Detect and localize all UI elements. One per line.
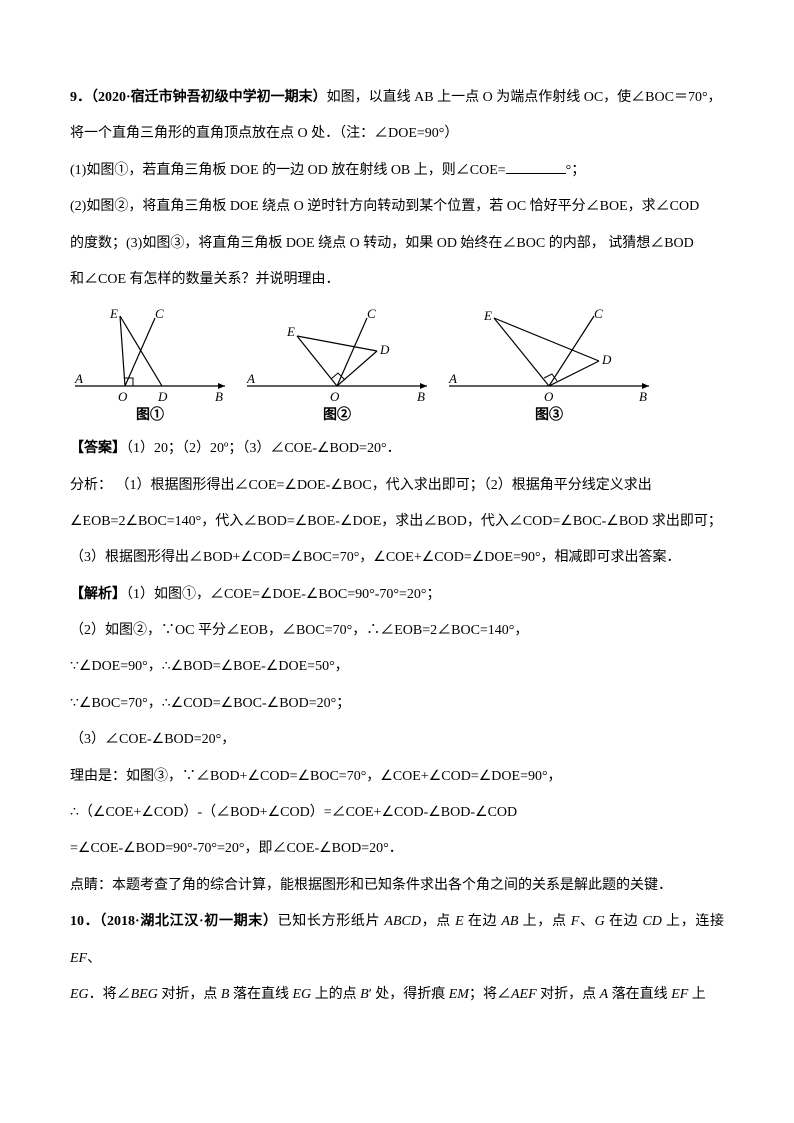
- figure-2-svg: A B O C E D: [242, 306, 432, 406]
- svg-text:D: D: [157, 389, 168, 404]
- q9-stem1: 如图，以直线 AB 上一点 O 为端点作射线 OC，使∠BOC＝70°，: [327, 90, 722, 105]
- q9-part1-line: (1)如图①，若直角三角板 DOE 的一边 OD 放在射线 OB 上，则∠COE…: [70, 153, 724, 189]
- svg-text:E: E: [109, 306, 118, 321]
- svg-text:C: C: [594, 306, 603, 321]
- svg-text:E: E: [286, 324, 295, 339]
- svg-text:E: E: [483, 308, 492, 323]
- blank-answer: [506, 159, 566, 174]
- svg-text:A: A: [74, 371, 83, 386]
- d6: 理由是：如图③，∵∠BOD+∠COD=∠BOC=70°，∠COE+∠COD=∠D…: [70, 759, 724, 795]
- page: { "q9": { "header": "9．（2020·宿迁市钟吾初级中学初一…: [0, 0, 794, 1123]
- q9-analysis2: ∠EOB=2∠BOC=140°，代入∠BOD=∠BOE-∠DOE，求出∠BOD，…: [70, 504, 724, 540]
- svg-text:O: O: [544, 389, 554, 404]
- svg-text:O: O: [330, 389, 340, 404]
- q9-stem2: 将一个直角三角形的直角顶点放在点 O 处．（注：∠DOE=90°）: [70, 116, 724, 152]
- q9-analysis3: （3）根据图形得出∠BOD+∠COD=∠BOC=70°，∠COE+∠COD=∠D…: [70, 540, 724, 576]
- tip: 点睛：本题考查了角的综合计算，能根据图形和已知条件求出各个角之间的关系是解此题的…: [70, 868, 724, 904]
- q10-number: 10．（2018·湖北江汉·初一期末）: [70, 914, 278, 929]
- q9-part2: (2)如图②，将直角三角板 DOE 绕点 O 逆时针方向转动到某个位置，若 OC…: [70, 189, 724, 225]
- svg-text:B: B: [417, 389, 425, 404]
- q9-answer-line: 【答案】（1）20；（2）20º；（3）∠COE-∠BOD=20°．: [70, 431, 724, 467]
- svg-text:D: D: [601, 352, 612, 367]
- svg-text:C: C: [155, 306, 164, 321]
- figure-1-wrap: A B O D C E 图①: [70, 306, 230, 425]
- figure-3-label: 图③: [535, 408, 563, 425]
- q9-part1-suffix: °；: [566, 163, 586, 178]
- svg-text:B: B: [215, 389, 223, 404]
- d5: （3）∠COE-∠BOD=20°，: [70, 722, 724, 758]
- answer-text: （1）20；（2）20º；（3）∠COE-∠BOD=20°．: [126, 441, 401, 456]
- d4: ∵∠BOC=70°，∴∠COD=∠BOC-∠BOD=20°；: [70, 686, 724, 722]
- d1: （1）如图①，∠COE=∠DOE-∠BOC=90°-70°=20°；: [126, 587, 440, 602]
- svg-text:C: C: [367, 306, 376, 321]
- svg-text:A: A: [246, 371, 255, 386]
- figures-row: A B O D C E 图① A B O: [70, 306, 724, 425]
- answer-label: 【答案】: [70, 441, 126, 456]
- q9-number: 9．（2020·宿迁市钟吾初级中学初一期末）: [70, 90, 327, 105]
- q10-line1: 10．（2018·湖北江汉·初一期末）已知长方形纸片 ABCD，点 E 在边 A…: [70, 904, 724, 977]
- figure-3-svg: A B O C E D: [444, 306, 654, 406]
- d3: ∵∠DOE=90°，∴∠BOD=∠BOE-∠DOE=50°，: [70, 649, 724, 685]
- d7: ∴（∠COE+∠COD）-（∠BOD+∠COD）=∠COE+∠COD-∠BOD-…: [70, 795, 724, 831]
- q9-part1: (1)如图①，若直角三角板 DOE 的一边 OD 放在射线 OB 上，则∠COE…: [70, 163, 506, 178]
- d2: （2）如图②，∵OC 平分∠EOB，∠BOC=70°，∴∠EOB=2∠BOC=1…: [70, 613, 724, 649]
- figure-2-wrap: A B O C E D 图②: [242, 306, 432, 425]
- figure-3-wrap: A B O C E D 图③: [444, 306, 654, 425]
- svg-text:A: A: [448, 371, 457, 386]
- figure-2-label: 图②: [323, 408, 351, 425]
- d8: =∠COE-∠BOD=90°-70°=20°，即∠COE-∠BOD=20°．: [70, 831, 724, 867]
- q9-part2c: 和∠COE 有怎样的数量关系？并说明理由．: [70, 262, 724, 298]
- q9-analysis1: 分析： （1）根据图形得出∠COE=∠DOE-∠BOC，代入求出即可；（2）根据…: [70, 468, 724, 504]
- q9-detail1-line: 【解析】（1）如图①，∠COE=∠DOE-∠BOC=90°-70°=20°；: [70, 577, 724, 613]
- figure-1-svg: A B O D C E: [70, 306, 230, 406]
- svg-text:O: O: [118, 389, 128, 404]
- figure-1-label: 图①: [136, 408, 164, 425]
- svg-text:D: D: [379, 342, 390, 357]
- q10-line2: EG．将∠BEG 对折，点 B 落在直线 EG 上的点 B′ 处，得折痕 EM；…: [70, 977, 724, 1013]
- q9-part2b: 的度数；(3)如图③，将直角三角板 DOE 绕点 O 转动，如果 OD 始终在∠…: [70, 226, 724, 262]
- svg-text:B: B: [639, 389, 647, 404]
- q9-header-line: 9．（2020·宿迁市钟吾初级中学初一期末）如图，以直线 AB 上一点 O 为端…: [70, 80, 724, 116]
- detail-label: 【解析】: [70, 587, 126, 602]
